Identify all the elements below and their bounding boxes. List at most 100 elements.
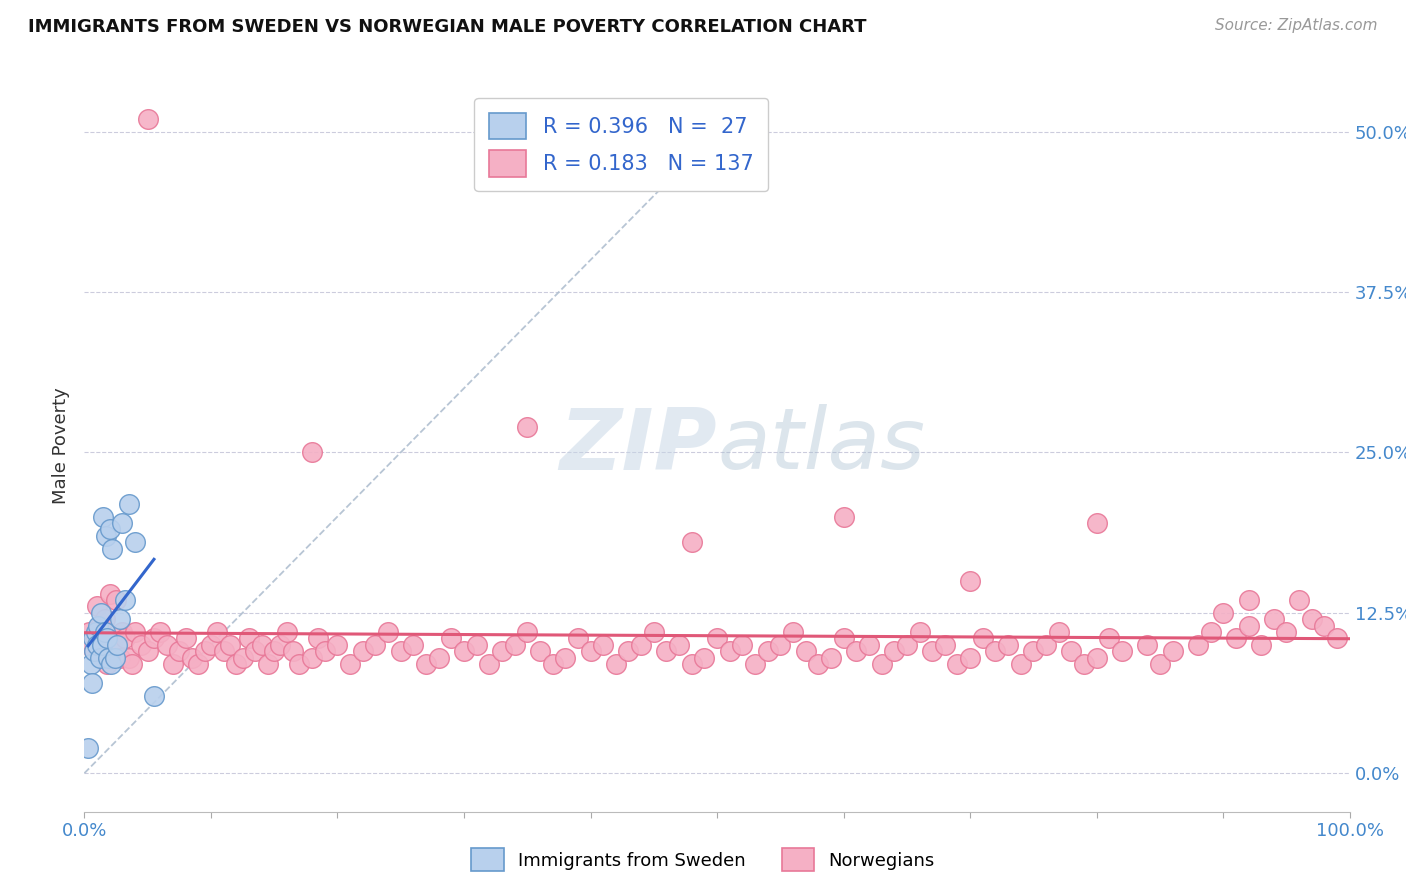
Point: [136, 644, 159, 658]
Point: [124, 625, 146, 640]
Point: [301, 650, 323, 665]
Point: [946, 657, 969, 672]
Point: [1301, 612, 1323, 626]
Point: [1237, 593, 1260, 607]
Point: [959, 650, 981, 665]
Y-axis label: Male Poverty: Male Poverty: [52, 388, 70, 504]
Point: [718, 644, 741, 658]
Point: [516, 419, 538, 434]
Point: [1263, 612, 1285, 626]
Point: [108, 612, 131, 626]
Point: [1085, 650, 1108, 665]
Point: [1275, 625, 1298, 640]
Point: [934, 638, 956, 652]
Point: [231, 650, 254, 665]
Point: [984, 644, 1007, 658]
Point: [77, 740, 100, 755]
Point: [118, 650, 141, 665]
Point: [245, 644, 267, 658]
Point: [744, 657, 766, 672]
Point: [845, 644, 868, 658]
Point: [93, 612, 115, 626]
Point: [453, 644, 475, 658]
Point: [1225, 632, 1247, 646]
Point: [389, 644, 412, 658]
Point: [270, 638, 292, 652]
Point: [91, 638, 114, 652]
Point: [121, 657, 143, 672]
Point: [83, 644, 105, 658]
Point: [207, 625, 229, 640]
Point: [1288, 593, 1310, 607]
Point: [97, 650, 120, 665]
Point: [98, 586, 121, 600]
Point: [832, 509, 855, 524]
Point: [1098, 632, 1121, 646]
Point: [263, 644, 285, 658]
Point: [118, 497, 141, 511]
Point: [1161, 644, 1184, 658]
Point: [101, 638, 124, 652]
Point: [180, 650, 204, 665]
Point: [921, 644, 943, 658]
Point: [1111, 644, 1133, 658]
Point: [105, 638, 128, 652]
Point: [93, 650, 115, 665]
Point: [820, 650, 842, 665]
Point: [352, 644, 374, 658]
Point: [257, 657, 280, 672]
Point: [1313, 618, 1336, 632]
Legend: Immigrants from Sweden, Norwegians: Immigrants from Sweden, Norwegians: [464, 841, 942, 879]
Point: [149, 625, 172, 640]
Text: atlas: atlas: [717, 404, 925, 488]
Point: [617, 644, 640, 658]
Point: [427, 650, 450, 665]
Point: [174, 632, 197, 646]
Point: [84, 625, 107, 640]
Point: [89, 618, 111, 632]
Point: [101, 541, 124, 556]
Point: [200, 638, 222, 652]
Point: [1237, 618, 1260, 632]
Point: [225, 657, 247, 672]
Point: [326, 638, 349, 652]
Point: [693, 650, 716, 665]
Point: [972, 632, 994, 646]
Point: [80, 638, 103, 652]
Point: [136, 112, 159, 126]
Point: [478, 657, 501, 672]
Point: [250, 638, 273, 652]
Point: [630, 638, 652, 652]
Point: [402, 638, 425, 652]
Point: [858, 638, 880, 652]
Point: [307, 632, 329, 646]
Point: [959, 574, 981, 588]
Point: [415, 657, 437, 672]
Legend: R = 0.396   N =  27, R = 0.183   N = 137: R = 0.396 N = 27, R = 0.183 N = 137: [474, 98, 769, 191]
Point: [731, 638, 754, 652]
Point: [124, 535, 146, 549]
Point: [1187, 638, 1209, 652]
Point: [169, 644, 191, 658]
Point: [706, 632, 728, 646]
Point: [529, 644, 551, 658]
Point: [194, 644, 217, 658]
Point: [104, 650, 127, 665]
Point: [1136, 638, 1159, 652]
Point: [91, 632, 114, 646]
Point: [1022, 644, 1045, 658]
Point: [86, 599, 108, 614]
Point: [681, 657, 703, 672]
Point: [883, 644, 905, 658]
Point: [94, 529, 117, 543]
Point: [143, 690, 166, 704]
Point: [832, 632, 855, 646]
Point: [655, 644, 678, 658]
Point: [93, 625, 115, 640]
Text: IMMIGRANTS FROM SWEDEN VS NORWEGIAN MALE POVERTY CORRELATION CHART: IMMIGRANTS FROM SWEDEN VS NORWEGIAN MALE…: [28, 18, 866, 36]
Point: [605, 657, 627, 672]
Point: [339, 657, 361, 672]
Point: [681, 535, 703, 549]
Point: [908, 625, 931, 640]
Point: [90, 606, 112, 620]
